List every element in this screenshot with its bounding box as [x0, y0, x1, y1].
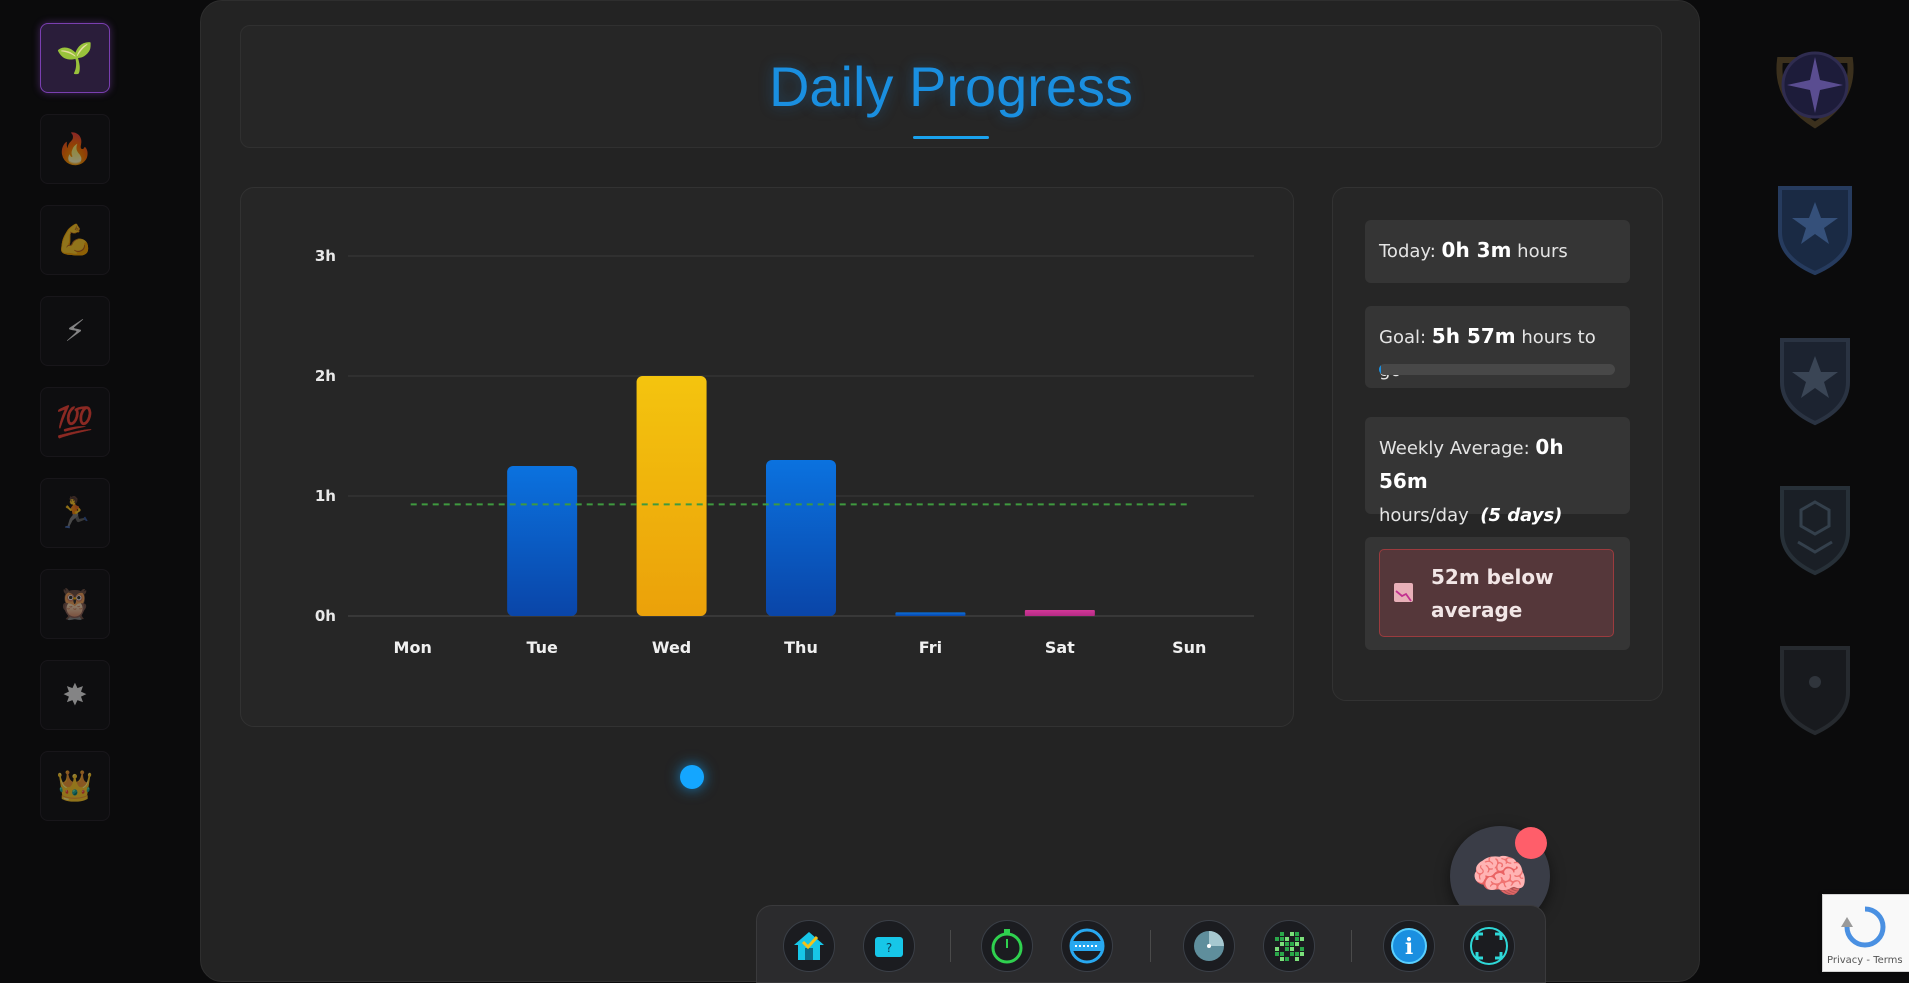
- x-tick-label: Thu: [784, 638, 818, 657]
- keyboard-icon: [1069, 928, 1105, 964]
- dot-shield-badge-icon: [1760, 630, 1870, 740]
- keyboard-button[interactable]: [1061, 920, 1113, 972]
- fullscreen-icon: [1470, 927, 1508, 965]
- daily-chart-card: 0h 1h 2h 3h Mon Tue Wed Thu Fri Sat Sun: [240, 187, 1294, 727]
- link-separator: -: [1863, 955, 1874, 966]
- weekly-value: 0h 56m: [1379, 435, 1564, 493]
- bar-tue[interactable]: [507, 466, 578, 616]
- sidebar-item-sparkle-star[interactable]: ✸: [40, 660, 110, 730]
- page-header: Daily Progress: [240, 25, 1662, 148]
- radar-button[interactable]: [1183, 920, 1235, 972]
- fullscreen-button[interactable]: [1463, 920, 1515, 972]
- fire-icon: 🔥: [56, 131, 94, 167]
- sidebar-item-running-person[interactable]: 🏃: [40, 478, 110, 548]
- x-tick-label: Tue: [526, 638, 558, 657]
- bar-thu[interactable]: [766, 460, 836, 616]
- svg-text:i: i: [1405, 934, 1413, 960]
- privacy-link[interactable]: Privacy: [1827, 955, 1864, 966]
- status-dot: [680, 765, 704, 789]
- terms-link[interactable]: Terms: [1873, 955, 1903, 966]
- main-panel: Daily Progress 0h 1h 2h 3h Mon Tue Wed Thu Fri Sa…: [200, 0, 1700, 983]
- comparison-stat: 52m below average: [1365, 537, 1630, 650]
- goal-progress-fill: [1379, 364, 1382, 375]
- bottom-dock: ?: [756, 905, 1546, 983]
- stopwatch-button[interactable]: [981, 920, 1033, 972]
- recaptcha-icon: [1841, 906, 1886, 948]
- hundred-points-icon: 💯: [56, 404, 94, 440]
- title-underline: [913, 136, 989, 139]
- daily-bar-chart: 0h 1h 2h 3h Mon Tue Wed Thu Fri Sat Sun: [315, 247, 1254, 657]
- star-wings-badge-icon: [1760, 170, 1870, 280]
- crown-icon: 👑: [56, 768, 94, 804]
- home-button[interactable]: [783, 920, 835, 972]
- weekly-days: (5 days): [1480, 505, 1563, 526]
- dock-separator: [1150, 930, 1151, 962]
- seedling-icon: 🌱: [56, 40, 94, 76]
- sidebar-item-seedling[interactable]: 🌱: [40, 23, 110, 93]
- weekly-label: Weekly Average:: [1379, 438, 1530, 459]
- bar-wed[interactable]: [636, 376, 707, 616]
- today-unit: hours: [1517, 241, 1568, 262]
- x-tick-label: Wed: [652, 638, 691, 657]
- weekly-average-stat: Weekly Average: 0h 56m hours/day (5 days…: [1365, 417, 1630, 526]
- y-tick-label: 2h: [315, 367, 336, 385]
- stopwatch-icon: [991, 929, 1023, 964]
- flexed-biceps-icon: 💪: [56, 222, 94, 258]
- pixel-grid-icon: [1275, 932, 1304, 961]
- sidebar-item-crown[interactable]: 👑: [40, 751, 110, 821]
- comparison-alert: 52m below average: [1379, 549, 1614, 637]
- page-title: Daily Progress: [768, 55, 1134, 118]
- x-tick-label: Sun: [1172, 638, 1206, 657]
- owl-icon: 🦉: [56, 586, 94, 622]
- x-tick-label: Mon: [394, 638, 432, 657]
- sidebar-item-flexed-biceps[interactable]: 💪: [40, 205, 110, 275]
- today-value: 0h 3m: [1441, 238, 1512, 262]
- brain-icon: 🧠: [1471, 848, 1529, 903]
- dock-separator: [1351, 930, 1352, 962]
- star-shield-badge-icon: [1760, 320, 1870, 430]
- sidebar-item-fire[interactable]: 🔥: [40, 114, 110, 184]
- stats-card: Today: 0h 3m hours Goal: 5h 57m hours to…: [1332, 187, 1663, 701]
- recaptcha-links: Privacy - Terms: [1827, 955, 1903, 966]
- y-tick-label: 0h: [315, 607, 336, 625]
- bar-fri[interactable]: [895, 612, 966, 616]
- today-stat: Today: 0h 3m hours: [1365, 220, 1630, 283]
- grid-button[interactable]: [1263, 920, 1315, 972]
- goal-value: 5h 57m: [1431, 324, 1516, 348]
- y-tick-label: 3h: [315, 247, 336, 265]
- info-icon: i: [1391, 928, 1427, 964]
- comparison-text: 52m below average: [1431, 565, 1554, 622]
- achievement-sidebar: 🌱 🔥 💪 ⚡ 💯 🏃 🦉 ✸ 👑: [40, 23, 112, 842]
- x-tick-label: Sat: [1045, 638, 1075, 657]
- compass-crest-badge-icon: [1760, 30, 1870, 140]
- bar-sat[interactable]: [1024, 610, 1095, 616]
- help-button[interactable]: ?: [863, 920, 915, 972]
- running-person-icon: 🏃: [56, 495, 94, 531]
- sidebar-item-owl[interactable]: 🦉: [40, 569, 110, 639]
- chart-decreasing-icon: [1394, 583, 1413, 602]
- help-card-icon: ?: [875, 937, 903, 957]
- sidebar-item-hundred-points[interactable]: 💯: [40, 387, 110, 457]
- notification-badge: [1515, 827, 1547, 859]
- goal-label: Goal:: [1379, 327, 1427, 348]
- y-tick-label: 1h: [315, 487, 336, 505]
- radar-icon: [1194, 931, 1224, 961]
- svg-text:?: ?: [886, 941, 892, 955]
- hexagon-chevron-badge-icon: [1760, 470, 1870, 580]
- goal-stat: Goal: 5h 57m hours to go: [1365, 306, 1630, 388]
- dock-separator: [950, 930, 951, 962]
- sparkle-star-icon: ✸: [62, 677, 88, 713]
- lightning-icon: ⚡: [64, 313, 86, 349]
- goal-progress-bar: [1379, 364, 1615, 375]
- x-tick-label: Fri: [919, 638, 942, 657]
- weekly-unit: hours/day: [1379, 505, 1469, 526]
- recaptcha-badge[interactable]: Privacy - Terms: [1822, 894, 1909, 972]
- today-label: Today:: [1379, 241, 1436, 262]
- sidebar-item-lightning[interactable]: ⚡: [40, 296, 110, 366]
- home-icon: [794, 932, 824, 960]
- info-button[interactable]: i: [1383, 920, 1435, 972]
